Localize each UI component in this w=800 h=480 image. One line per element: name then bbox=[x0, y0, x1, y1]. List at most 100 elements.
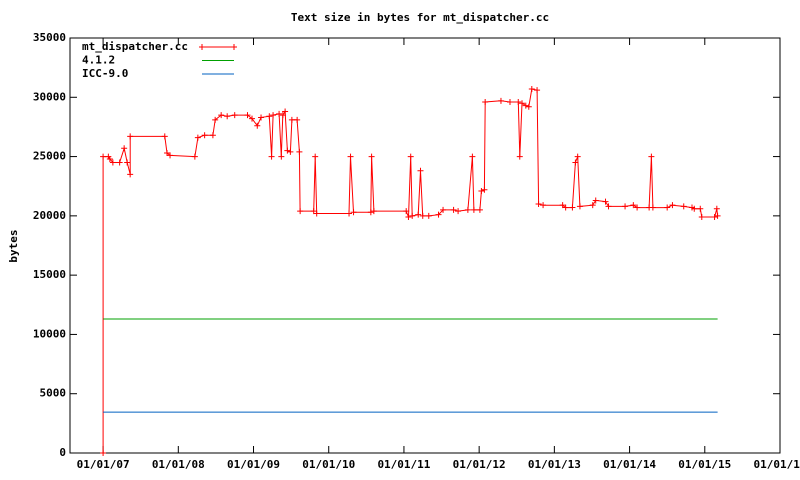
point-marker bbox=[525, 103, 532, 110]
point-marker bbox=[419, 212, 426, 219]
point-marker bbox=[605, 203, 612, 210]
point-marker bbox=[482, 99, 489, 106]
point-marker bbox=[698, 214, 705, 221]
plot-frame bbox=[69, 37, 781, 454]
point-marker bbox=[370, 208, 377, 215]
point-marker bbox=[528, 85, 535, 92]
point-marker bbox=[121, 145, 128, 152]
point-marker bbox=[368, 153, 375, 160]
series-line bbox=[102, 88, 719, 453]
point-marker bbox=[425, 212, 432, 219]
point-marker bbox=[481, 186, 488, 193]
point-marker bbox=[515, 99, 522, 106]
point-marker bbox=[403, 208, 410, 215]
point-marker bbox=[270, 112, 277, 119]
point-marker bbox=[435, 211, 442, 218]
x-tick-label: 01/01/10 bbox=[302, 458, 355, 471]
point-marker bbox=[697, 205, 704, 212]
point-marker bbox=[249, 115, 256, 122]
point-marker bbox=[266, 113, 273, 120]
point-marker bbox=[506, 99, 513, 106]
legend-label: ICC-9.0 bbox=[82, 67, 128, 80]
x-tick-label: 01/01/11 bbox=[377, 458, 430, 471]
point-marker bbox=[276, 110, 283, 117]
point-marker bbox=[569, 204, 576, 211]
point-marker bbox=[313, 210, 320, 217]
x-tick-label: 01/01/08 bbox=[152, 458, 205, 471]
point-marker bbox=[284, 147, 291, 154]
point-marker bbox=[297, 208, 304, 215]
point-marker bbox=[562, 204, 569, 211]
point-marker bbox=[282, 108, 289, 115]
y-tick-label: 10000 bbox=[33, 327, 66, 340]
x-tick-label: 01/01/09 bbox=[227, 458, 280, 471]
point-marker bbox=[649, 204, 656, 211]
point-marker bbox=[106, 155, 113, 162]
point-marker bbox=[648, 153, 655, 160]
x-tick-label: 01/01/16 bbox=[754, 458, 800, 471]
point-marker bbox=[634, 204, 641, 211]
point-marker bbox=[711, 214, 718, 221]
point-marker bbox=[109, 159, 116, 166]
point-marker bbox=[254, 122, 261, 129]
point-marker bbox=[540, 202, 547, 209]
point-marker bbox=[231, 112, 238, 119]
y-tick-label: 30000 bbox=[33, 90, 66, 103]
point-marker bbox=[244, 112, 251, 119]
point-marker bbox=[602, 198, 609, 205]
point-marker bbox=[470, 206, 477, 213]
point-marker bbox=[714, 212, 721, 219]
point-marker bbox=[116, 159, 123, 166]
point-marker bbox=[224, 113, 231, 120]
point-marker bbox=[191, 153, 198, 160]
point-marker bbox=[440, 206, 447, 213]
point-marker bbox=[367, 209, 374, 216]
point-marker bbox=[589, 202, 596, 209]
point-marker bbox=[218, 112, 225, 119]
point-marker bbox=[201, 132, 208, 139]
point-marker bbox=[669, 202, 676, 209]
x-tick-label: 01/01/12 bbox=[453, 458, 506, 471]
point-marker bbox=[312, 153, 319, 160]
point-marker bbox=[405, 214, 412, 221]
point-marker bbox=[519, 100, 526, 107]
y-axis-label: bytes bbox=[7, 229, 20, 262]
point-marker bbox=[535, 201, 542, 207]
point-marker bbox=[407, 153, 414, 160]
point-marker bbox=[127, 171, 134, 178]
point-marker bbox=[415, 211, 422, 218]
point-marker bbox=[279, 112, 286, 119]
point-marker bbox=[450, 206, 457, 213]
point-marker bbox=[516, 153, 523, 160]
point-marker bbox=[161, 133, 168, 140]
point-marker bbox=[469, 153, 476, 160]
point-marker bbox=[572, 159, 579, 166]
point-marker bbox=[664, 204, 671, 211]
point-marker bbox=[100, 153, 107, 160]
point-marker bbox=[622, 203, 629, 210]
point-marker bbox=[287, 148, 294, 155]
legend-label: mt_dispatcher.cc bbox=[82, 40, 188, 53]
point-marker bbox=[294, 116, 301, 123]
point-marker bbox=[534, 87, 541, 94]
y-tick-label: 15000 bbox=[33, 268, 66, 281]
point-marker bbox=[347, 153, 354, 160]
point-marker bbox=[464, 206, 471, 213]
chart-title: Text size in bytes for mt_dispatcher.cc bbox=[291, 11, 549, 24]
x-tick-label: 01/01/13 bbox=[528, 458, 581, 471]
point-marker bbox=[417, 167, 424, 174]
point-marker bbox=[258, 114, 265, 121]
point-marker bbox=[476, 206, 483, 213]
y-tick-label: 0 bbox=[59, 446, 66, 459]
point-marker bbox=[455, 208, 462, 215]
point-marker bbox=[100, 450, 107, 456]
point-marker bbox=[194, 134, 201, 141]
y-tick-label: 35000 bbox=[33, 31, 66, 44]
point-marker bbox=[409, 212, 416, 219]
point-marker bbox=[167, 152, 174, 159]
x-tick-label: 01/01/14 bbox=[603, 458, 656, 471]
point-marker bbox=[127, 133, 134, 140]
point-marker bbox=[288, 116, 295, 123]
point-marker bbox=[630, 202, 637, 209]
